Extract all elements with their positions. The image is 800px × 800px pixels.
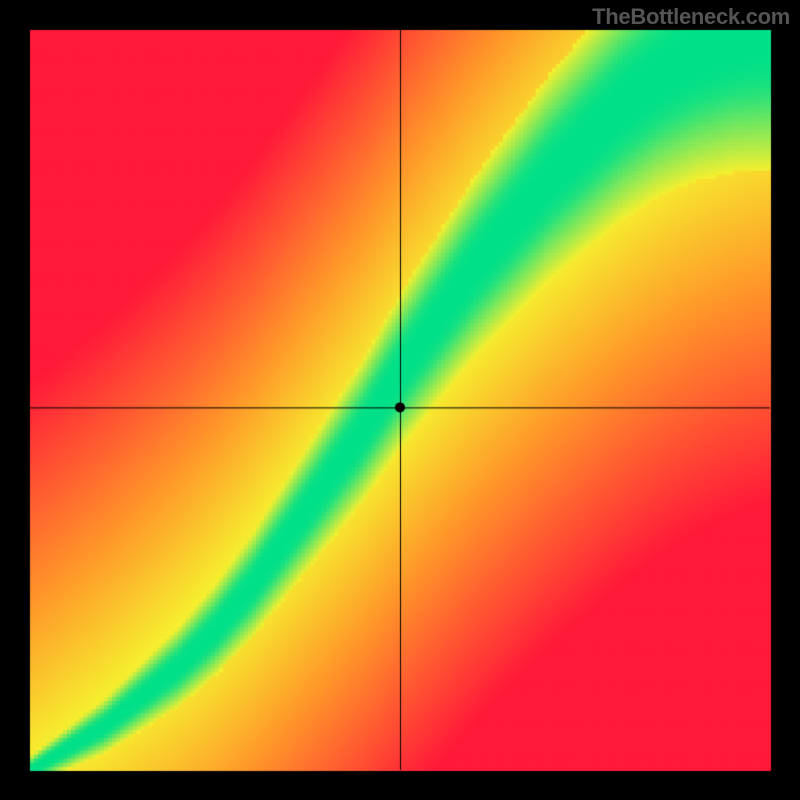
- chart-container: TheBottleneck.com: [0, 0, 800, 800]
- watermark-text: TheBottleneck.com: [592, 4, 790, 30]
- bottleneck-heatmap: [0, 0, 800, 800]
